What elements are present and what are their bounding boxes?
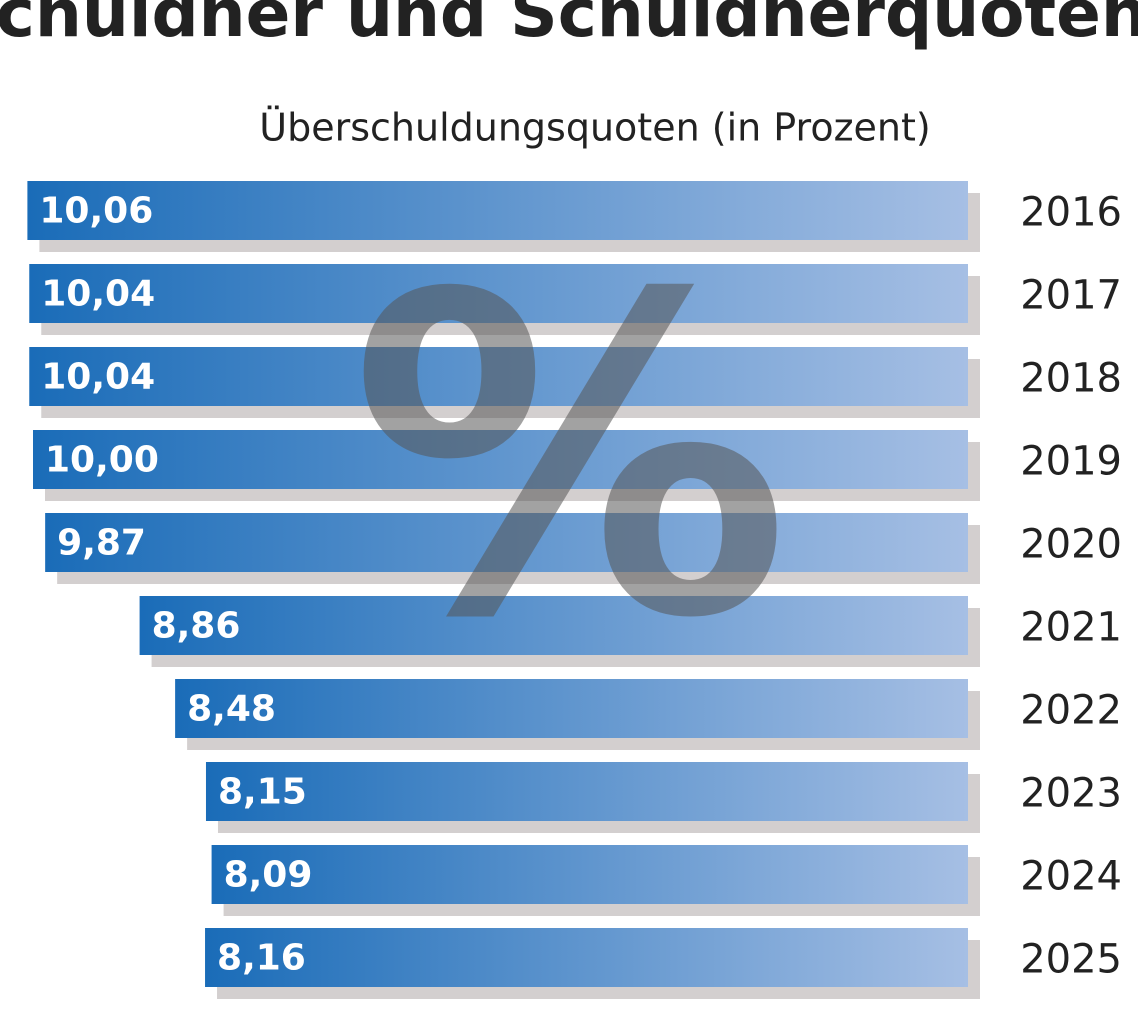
bar <box>205 762 969 821</box>
category-label: 2020 <box>1020 522 1122 568</box>
value-label: 10,06 <box>39 191 153 232</box>
category-label: 2022 <box>1020 688 1122 734</box>
category-label: 2016 <box>1020 190 1122 236</box>
chart-subtitle: Überschuldungsquoten (in Prozent) <box>259 106 930 150</box>
bar <box>45 513 968 572</box>
value-label: 10,04 <box>41 274 155 315</box>
category-label: 2019 <box>1020 439 1122 485</box>
value-label: 8,09 <box>224 855 313 896</box>
category-label: 2025 <box>1020 937 1122 983</box>
value-label: 8,15 <box>218 772 307 813</box>
value-label: 8,16 <box>217 938 306 979</box>
value-label: 10,00 <box>45 440 159 481</box>
bar <box>29 347 968 406</box>
category-label: 2021 <box>1020 605 1122 651</box>
bar <box>27 181 968 240</box>
bar <box>175 679 968 738</box>
value-label: 8,48 <box>187 689 276 730</box>
category-label: 2024 <box>1020 854 1122 900</box>
watermark: % <box>350 202 791 714</box>
bar <box>33 430 968 489</box>
category-label: 2017 <box>1020 273 1122 319</box>
value-label: 9,87 <box>57 523 146 564</box>
chart-title: Schuldner und Schuldnerquoten <box>0 0 1138 52</box>
bar <box>139 596 969 655</box>
bar <box>29 264 968 323</box>
bar <box>205 928 969 987</box>
category-label: 2018 <box>1020 356 1122 402</box>
value-label: 8,86 <box>152 606 241 647</box>
bar <box>211 845 968 904</box>
category-label: 2023 <box>1020 771 1122 817</box>
value-label: 10,04 <box>41 357 155 398</box>
